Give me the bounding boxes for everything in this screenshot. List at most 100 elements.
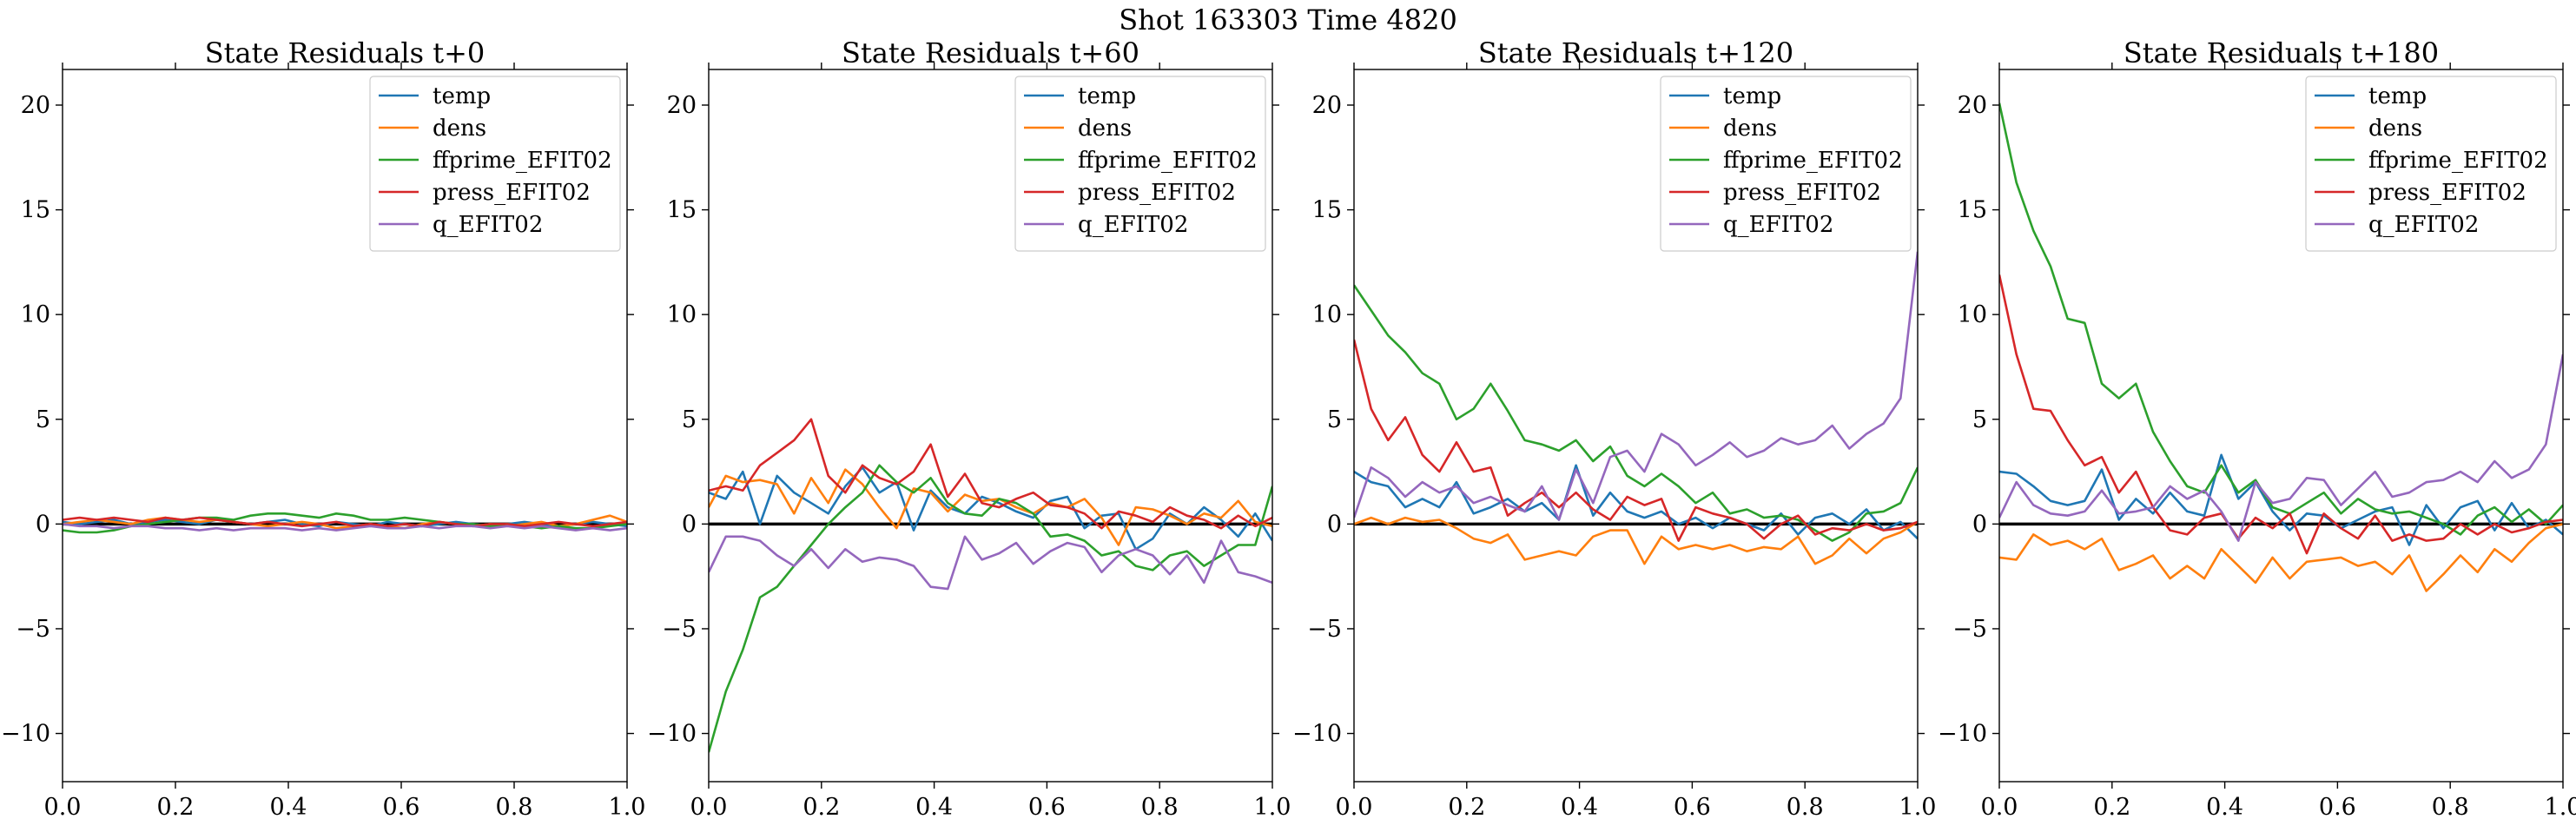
x-tick-label: 0.2 [803,794,840,819]
series-line-dens [1999,523,2563,592]
legend-box [1660,76,1912,252]
y-tick-label: 10 [21,301,50,328]
series-line-q-efit02 [1354,251,1918,521]
series-line-dens [709,468,1272,546]
y-tick-label: 10 [1312,301,1342,328]
legend-label: dens [2368,116,2422,142]
series-line-press-efit02 [1354,339,1918,542]
y-tick-label: 5 [1972,406,1987,433]
series-line-q-efit02 [1999,353,2563,542]
legend-label: q_EFIT02 [1723,212,1833,238]
legend-label: press_EFIT02 [1078,180,1236,206]
x-tick-label: 1.0 [1254,794,1291,819]
series-line-ffprime-efit02 [1354,284,1918,542]
axes-frame [1998,69,2564,783]
x-tick-label: 0.0 [1981,794,2018,819]
legend-label: q_EFIT02 [2368,212,2479,238]
subplot-title: State Residuals t+180 [2124,36,2439,69]
subplot-title: State Residuals t+0 [205,36,485,69]
subplot-t0: State Residuals t+0 0.0 0.2 0.4 0.6 0.8 1.0 −1… [1,36,645,819]
x-tick-label: 0.0 [690,794,728,819]
legend-box [369,76,621,252]
series-line-press-efit02 [63,516,627,528]
legend-label: temp [1723,83,1781,109]
y-tick-label: 10 [1958,301,1987,328]
x-tick-label: 0.6 [1674,794,1711,819]
axes-frame [1353,69,1919,783]
x-tick-label: 0.2 [2093,794,2130,819]
legend: temp dens ffprime_EFIT02 press_EFIT02 q_EFIT… [1660,76,1912,252]
x-tick-label: 0.8 [1141,794,1179,819]
legend-label: q_EFIT02 [1078,212,1188,238]
legend: temp dens ffprime_EFIT02 press_EFIT02 q_EFIT… [369,76,621,252]
y-tick-label: 10 [667,301,697,328]
y-tick-label: 5 [36,406,50,433]
y-tick-label: 0 [1972,511,1987,538]
x-tick-label: 1.0 [1899,794,1937,819]
x-tick-label: 0.6 [2319,794,2356,819]
legend-label: ffprime_EFIT02 [1723,148,1903,174]
y-tick-label: −10 [647,721,697,748]
x-tick-label: 0.4 [915,794,953,819]
y-tick-label: 5 [682,406,697,433]
y-tick-label: 5 [1327,406,1342,433]
subplot-t120: State Residuals t+120 0.0 0.2 0.4 0.6 0.8 1.0… [1292,36,1936,819]
x-tick-label: 0.6 [1028,794,1066,819]
y-tick-label: −5 [1952,616,1987,643]
legend-label: press_EFIT02 [1723,180,1881,206]
x-tick-label: 0.0 [44,794,82,819]
axes-frame [708,69,1273,783]
x-tick-label: 0.6 [383,794,420,819]
legend-label: dens [433,116,486,142]
y-tick-label: −10 [1,721,50,748]
series-line-q-efit02 [63,523,627,532]
legend-label: ffprime_EFIT02 [1078,148,1258,174]
subplot-title: State Residuals t+60 [842,36,1139,69]
legend-label: ffprime_EFIT02 [2368,148,2548,174]
x-tick-label: 0.4 [270,794,307,819]
legend-label: dens [1078,116,1132,142]
legend-box [1014,76,1266,252]
series-line-q-efit02 [709,535,1272,591]
x-tick-label: 0.2 [157,794,195,819]
x-tick-label: 0.8 [1787,794,1824,819]
legend-label: press_EFIT02 [433,180,591,206]
x-tick-label: 0.4 [1561,794,1598,819]
y-tick-label: −10 [1292,721,1342,748]
subplot-title: State Residuals t+120 [1478,36,1793,69]
legend-label: temp [1078,83,1136,109]
y-tick-label: 0 [1327,511,1342,538]
y-tick-label: −5 [1307,616,1342,643]
legend-label: q_EFIT02 [433,212,543,238]
legend: temp dens ffprime_EFIT02 press_EFIT02 q_EFIT… [1014,76,1266,252]
y-tick-label: 15 [1958,197,1987,224]
legend-label: temp [433,83,491,109]
legend-label: press_EFIT02 [2368,180,2526,206]
legend-label: dens [1723,116,1777,142]
legend-label: ffprime_EFIT02 [433,148,612,174]
x-tick-label: 0.8 [496,794,533,819]
legend: temp dens ffprime_EFIT02 press_EFIT02 q_EFIT… [2305,76,2557,252]
figure-suptitle: Shot 163303 Time 4820 [1119,3,1457,36]
y-tick-label: 20 [21,92,50,119]
x-tick-label: 0.2 [1448,794,1485,819]
series-line-temp [1354,464,1918,540]
series-line-ffprime-efit02 [1999,102,2563,536]
y-tick-label: −5 [16,616,50,643]
x-tick-label: 0.8 [2432,794,2469,819]
series-line-dens [1354,516,1918,565]
x-tick-label: 1.0 [609,794,646,819]
y-tick-label: 20 [1958,92,1987,119]
legend-label: temp [2368,83,2427,109]
subplot-t180: State Residuals t+180 0.0 0.2 0.4 0.6 0.8 1.0… [1938,36,2576,819]
y-tick-label: 0 [682,511,697,538]
y-tick-label: 15 [21,197,50,224]
x-tick-label: 0.0 [1336,794,1373,819]
series-line-ffprime-efit02 [709,464,1272,753]
y-tick-label: 0 [36,511,50,538]
axes-frame [62,69,628,783]
y-tick-label: 15 [1312,197,1342,224]
y-tick-label: 20 [667,92,697,119]
series-line-press-efit02 [1999,274,2563,555]
subplot-t60: State Residuals t+60 0.0 0.2 0.4 0.6 0.8 1.0 −… [647,36,1291,819]
